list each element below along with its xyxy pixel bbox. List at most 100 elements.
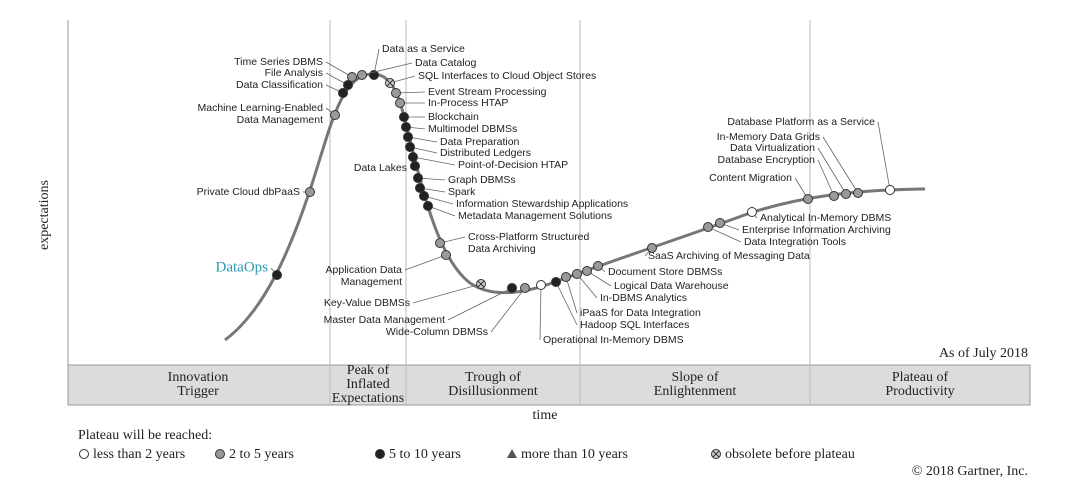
leader-line — [565, 276, 578, 314]
leader-line — [817, 147, 847, 195]
technology-label: SQL Interfaces to Cloud Object Stores — [418, 70, 596, 82]
marker — [215, 449, 225, 459]
technology-label: Event Stream Processing — [428, 86, 547, 98]
technology-label: Analytical In-Memory DBMS — [760, 212, 891, 224]
technology-label: Database Platform as a Service — [727, 116, 875, 128]
marker — [338, 88, 348, 98]
legend-title: Plateau will be reached: — [78, 428, 212, 443]
technology-label: Blockchain — [428, 111, 479, 123]
leader-line — [707, 226, 742, 243]
x-axis-label: time — [533, 408, 558, 423]
marker — [272, 270, 282, 280]
leader-line — [539, 284, 542, 341]
technology-label: Cross-Platform Structured — [468, 231, 590, 243]
marker — [561, 272, 571, 282]
marker — [79, 449, 89, 459]
y-axis-label: expectations — [37, 180, 52, 250]
marker — [410, 161, 420, 171]
technology-label: In-Process HTAP — [428, 97, 508, 109]
legend-item: obsolete before plateau — [725, 447, 855, 462]
marker — [829, 191, 839, 201]
technology-label: Wide-Column DBMSs — [386, 326, 488, 338]
phase-label: Enlightenment — [654, 384, 737, 399]
phase-label: Peak of — [347, 363, 390, 378]
technology-label: Graph DBMSs — [448, 174, 516, 186]
marker — [520, 283, 530, 293]
marker — [347, 72, 357, 82]
leader-line — [817, 159, 835, 197]
technology-label: In-Memory Data Grids — [717, 131, 820, 143]
marker — [507, 283, 517, 293]
leader-line — [877, 121, 891, 191]
marker — [712, 450, 720, 458]
technology-label: Data Lakes — [354, 162, 407, 174]
marker — [419, 191, 429, 201]
marker — [423, 201, 433, 211]
phase-label: Inflated — [346, 377, 390, 392]
technology-label: Key-Value DBMSs — [324, 297, 410, 309]
technology-label: Data Classification — [236, 79, 323, 91]
legend-item: 2 to 5 years — [229, 447, 294, 462]
technology-label: Data Integration Tools — [744, 236, 846, 248]
marker — [593, 261, 603, 271]
marker — [853, 188, 863, 198]
phase-label: Disillusionment — [448, 384, 538, 399]
as-of: As of July 2018 — [939, 346, 1028, 361]
technology-label: Data Virtualization — [730, 142, 815, 154]
phase-label: Slope of — [671, 370, 718, 385]
technology-label: Hadoop SQL Interfaces — [580, 319, 689, 331]
marker — [375, 449, 385, 459]
phase-label: Productivity — [885, 384, 954, 399]
marker — [391, 88, 401, 98]
technology-label: Multimodel DBMSs — [428, 123, 517, 135]
technology-label: Private Cloud dbPaaS — [197, 186, 300, 198]
phase-label: Plateau of — [892, 370, 949, 385]
marker — [405, 142, 415, 152]
marker — [841, 189, 851, 199]
marker — [803, 194, 813, 204]
technology-label: Document Store DBMSs — [608, 266, 722, 278]
marker — [395, 98, 405, 108]
technology-label: iPaaS for Data Integration — [580, 307, 701, 319]
marker — [441, 250, 451, 260]
leader-line — [576, 273, 598, 299]
marker — [415, 183, 425, 193]
technology-label: Time Series DBMS — [234, 56, 323, 68]
marker — [357, 70, 367, 80]
marker — [507, 449, 517, 458]
phase-label: Expectations — [332, 391, 404, 406]
marker — [572, 269, 582, 279]
phase-label: Trough of — [465, 370, 521, 385]
technology-label: Distributed Ledgers — [440, 147, 531, 159]
technology-label: SaaS Archiving of Messaging Data — [648, 250, 810, 262]
marker — [647, 243, 657, 253]
marker — [715, 218, 725, 228]
technology-label: Data Archiving — [468, 243, 536, 255]
phase-label: Innovation — [168, 370, 229, 385]
marker — [582, 266, 592, 276]
marker — [408, 152, 418, 162]
leader-line — [555, 281, 578, 326]
technology-label: Data Preparation — [440, 136, 520, 148]
marker — [330, 110, 340, 120]
legend-item: less than 2 years — [93, 447, 185, 462]
marker — [401, 122, 411, 132]
leader-line — [412, 156, 456, 166]
leader-line — [325, 61, 353, 78]
leader-line — [361, 62, 413, 76]
marker — [885, 185, 895, 195]
marker — [435, 238, 445, 248]
marker — [747, 207, 757, 217]
technology-label: Data Catalog — [415, 57, 476, 69]
marker — [403, 132, 413, 142]
legend-item: more than 10 years — [521, 447, 628, 462]
leader-line — [822, 136, 859, 194]
technology-label: DataOps — [216, 259, 269, 275]
technology-label: File Analysis — [265, 67, 323, 79]
technology-label: Database Encryption — [718, 154, 816, 166]
technology-label: Logical Data Warehouse — [614, 280, 729, 292]
technology-label: Management — [341, 276, 402, 288]
technology-label: Information Stewardship Applications — [456, 198, 628, 210]
